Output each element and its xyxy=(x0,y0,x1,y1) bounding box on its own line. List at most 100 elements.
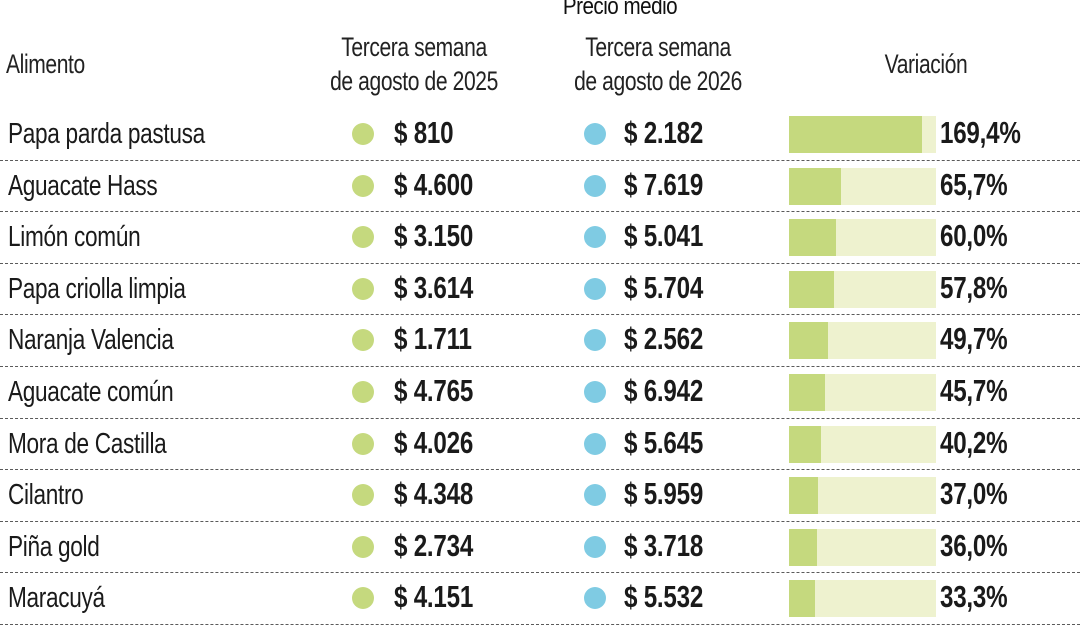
table-row: Papa parda pastusa $ 810 $ 2.182 169,4% xyxy=(0,109,1080,161)
table-row: Mora de Castilla $ 4.026 $ 5.645 40,2% xyxy=(0,419,1080,471)
food-name: Aguacate Hass xyxy=(8,169,158,202)
variation-bar xyxy=(789,528,817,566)
variation-value: 60,0% xyxy=(940,218,1008,254)
variation-value: 33,3% xyxy=(940,579,1008,615)
price-2025: $ 4.348 xyxy=(394,476,474,512)
price-2026: $ 3.718 xyxy=(624,527,704,563)
variation-bar-track xyxy=(789,167,936,205)
legend-dot-2026 xyxy=(584,329,606,352)
price-2026: $ 5.645 xyxy=(624,424,704,460)
food-name: Aguacate común xyxy=(8,375,174,408)
food-name: Papa criolla limpia xyxy=(8,272,186,305)
table-row: Maracuyá $ 4.151 $ 5.532 33,3% xyxy=(0,573,1080,625)
legend-dot-2025 xyxy=(352,277,374,300)
price-2026: $ 2.182 xyxy=(624,115,704,150)
legend-dot-2026 xyxy=(584,123,606,145)
legend-dot-2025 xyxy=(352,123,374,145)
variation-bar-track xyxy=(789,219,936,257)
price-2026: $ 5.959 xyxy=(624,476,704,512)
legend-dot-2025 xyxy=(352,484,374,507)
table-row: Cilantro $ 4.348 $ 5.959 37,0% xyxy=(0,470,1080,522)
column-header-2026: Tercera semana de agosto de 2026 xyxy=(561,30,756,98)
price-2025: $ 4.151 xyxy=(394,579,474,615)
price-2026: $ 7.619 xyxy=(624,166,704,202)
legend-dot-2026 xyxy=(584,174,606,197)
legend-dot-2025 xyxy=(352,432,374,455)
variation-value: 37,0% xyxy=(940,476,1008,512)
variation-value: 40,2% xyxy=(940,424,1008,460)
variation-bar xyxy=(789,425,821,463)
variation-bar-track xyxy=(789,477,936,515)
variation-bar-track xyxy=(789,425,936,463)
price-2025: $ 3.150 xyxy=(394,218,474,254)
price-2026: $ 5.041 xyxy=(624,218,704,254)
table-row: Piña gold $ 2.734 $ 3.718 36,0% xyxy=(0,522,1080,574)
legend-dot-2026 xyxy=(584,277,606,300)
price-2025: $ 810 xyxy=(394,115,454,150)
variation-bar-track xyxy=(789,580,936,618)
column-header-variation: Variación xyxy=(884,49,968,79)
legend-dot-2025 xyxy=(352,380,374,403)
column-header-2025-line2: de agosto de 2025 xyxy=(330,66,498,96)
variation-bar-track xyxy=(789,116,936,153)
table-row: Aguacate Hass $ 4.600 $ 7.619 65,7% xyxy=(0,161,1080,213)
price-2026: $ 5.704 xyxy=(624,269,704,305)
legend-dot-2025 xyxy=(352,587,374,610)
variation-value: 169,4% xyxy=(940,115,1021,150)
column-header-2025-line1: Tercera semana xyxy=(341,32,487,62)
price-2025: $ 3.614 xyxy=(394,269,474,305)
variation-value: 45,7% xyxy=(940,372,1008,408)
variation-bar xyxy=(789,219,836,257)
variation-value: 57,8% xyxy=(940,269,1008,305)
food-name: Mora de Castilla xyxy=(8,427,167,460)
food-name: Naranja Valencia xyxy=(8,324,174,357)
legend-dot-2026 xyxy=(584,587,606,610)
variation-bar-track xyxy=(789,373,936,411)
variation-bar xyxy=(789,477,818,515)
legend-dot-2026 xyxy=(584,535,606,558)
food-name: Limón común xyxy=(8,221,141,254)
price-table: Papa parda pastusa $ 810 $ 2.182 169,4% Agua… xyxy=(0,109,1080,625)
variation-bar xyxy=(789,116,922,153)
variation-bar-track xyxy=(789,322,936,360)
food-name: Cilantro xyxy=(8,479,84,512)
price-2025: $ 4.026 xyxy=(394,424,474,460)
variation-bar-track xyxy=(789,528,936,566)
food-name: Maracuyá xyxy=(8,582,105,615)
legend-dot-2026 xyxy=(584,380,606,403)
variation-bar xyxy=(789,373,825,411)
legend-dot-2025 xyxy=(352,226,374,249)
variation-value: 36,0% xyxy=(940,527,1008,563)
legend-dot-2026 xyxy=(584,226,606,249)
legend-dot-2026 xyxy=(584,484,606,507)
price-2025: $ 1.711 xyxy=(394,321,472,357)
chart-supertitle: Precio medio xyxy=(562,0,678,20)
variation-value: 65,7% xyxy=(940,166,1008,202)
column-header-food: Alimento xyxy=(6,49,85,79)
column-header-2026-line1: Tercera semana xyxy=(585,32,731,62)
column-header-2025: Tercera semana de agosto de 2025 xyxy=(317,30,512,98)
food-name: Papa parda pastusa xyxy=(8,118,205,150)
price-2026: $ 5.532 xyxy=(624,579,704,615)
variation-bar xyxy=(789,580,815,618)
legend-dot-2025 xyxy=(352,174,374,197)
table-row: Aguacate común $ 4.765 $ 6.942 45,7% xyxy=(0,367,1080,419)
price-2025: $ 4.600 xyxy=(394,166,474,202)
column-header-2026-line2: de agosto de 2026 xyxy=(574,66,742,96)
price-2026: $ 6.942 xyxy=(624,372,704,408)
table-row: Limón común $ 3.150 $ 5.041 60,0% xyxy=(0,212,1080,264)
price-2026: $ 2.562 xyxy=(624,321,704,357)
variation-bar xyxy=(789,322,828,360)
variation-value: 49,7% xyxy=(940,321,1008,357)
price-2025: $ 2.734 xyxy=(394,527,474,563)
table-row: Naranja Valencia $ 1.711 $ 2.562 49,7% xyxy=(0,315,1080,367)
legend-dot-2025 xyxy=(352,535,374,558)
price-2025: $ 4.765 xyxy=(394,372,474,408)
variation-bar xyxy=(789,270,834,308)
food-name: Piña gold xyxy=(8,530,100,563)
legend-dot-2025 xyxy=(352,329,374,352)
legend-dot-2026 xyxy=(584,432,606,455)
variation-bar-track xyxy=(789,270,936,308)
variation-bar xyxy=(789,167,841,205)
table-row: Papa criolla limpia $ 3.614 $ 5.704 57,8% xyxy=(0,264,1080,316)
